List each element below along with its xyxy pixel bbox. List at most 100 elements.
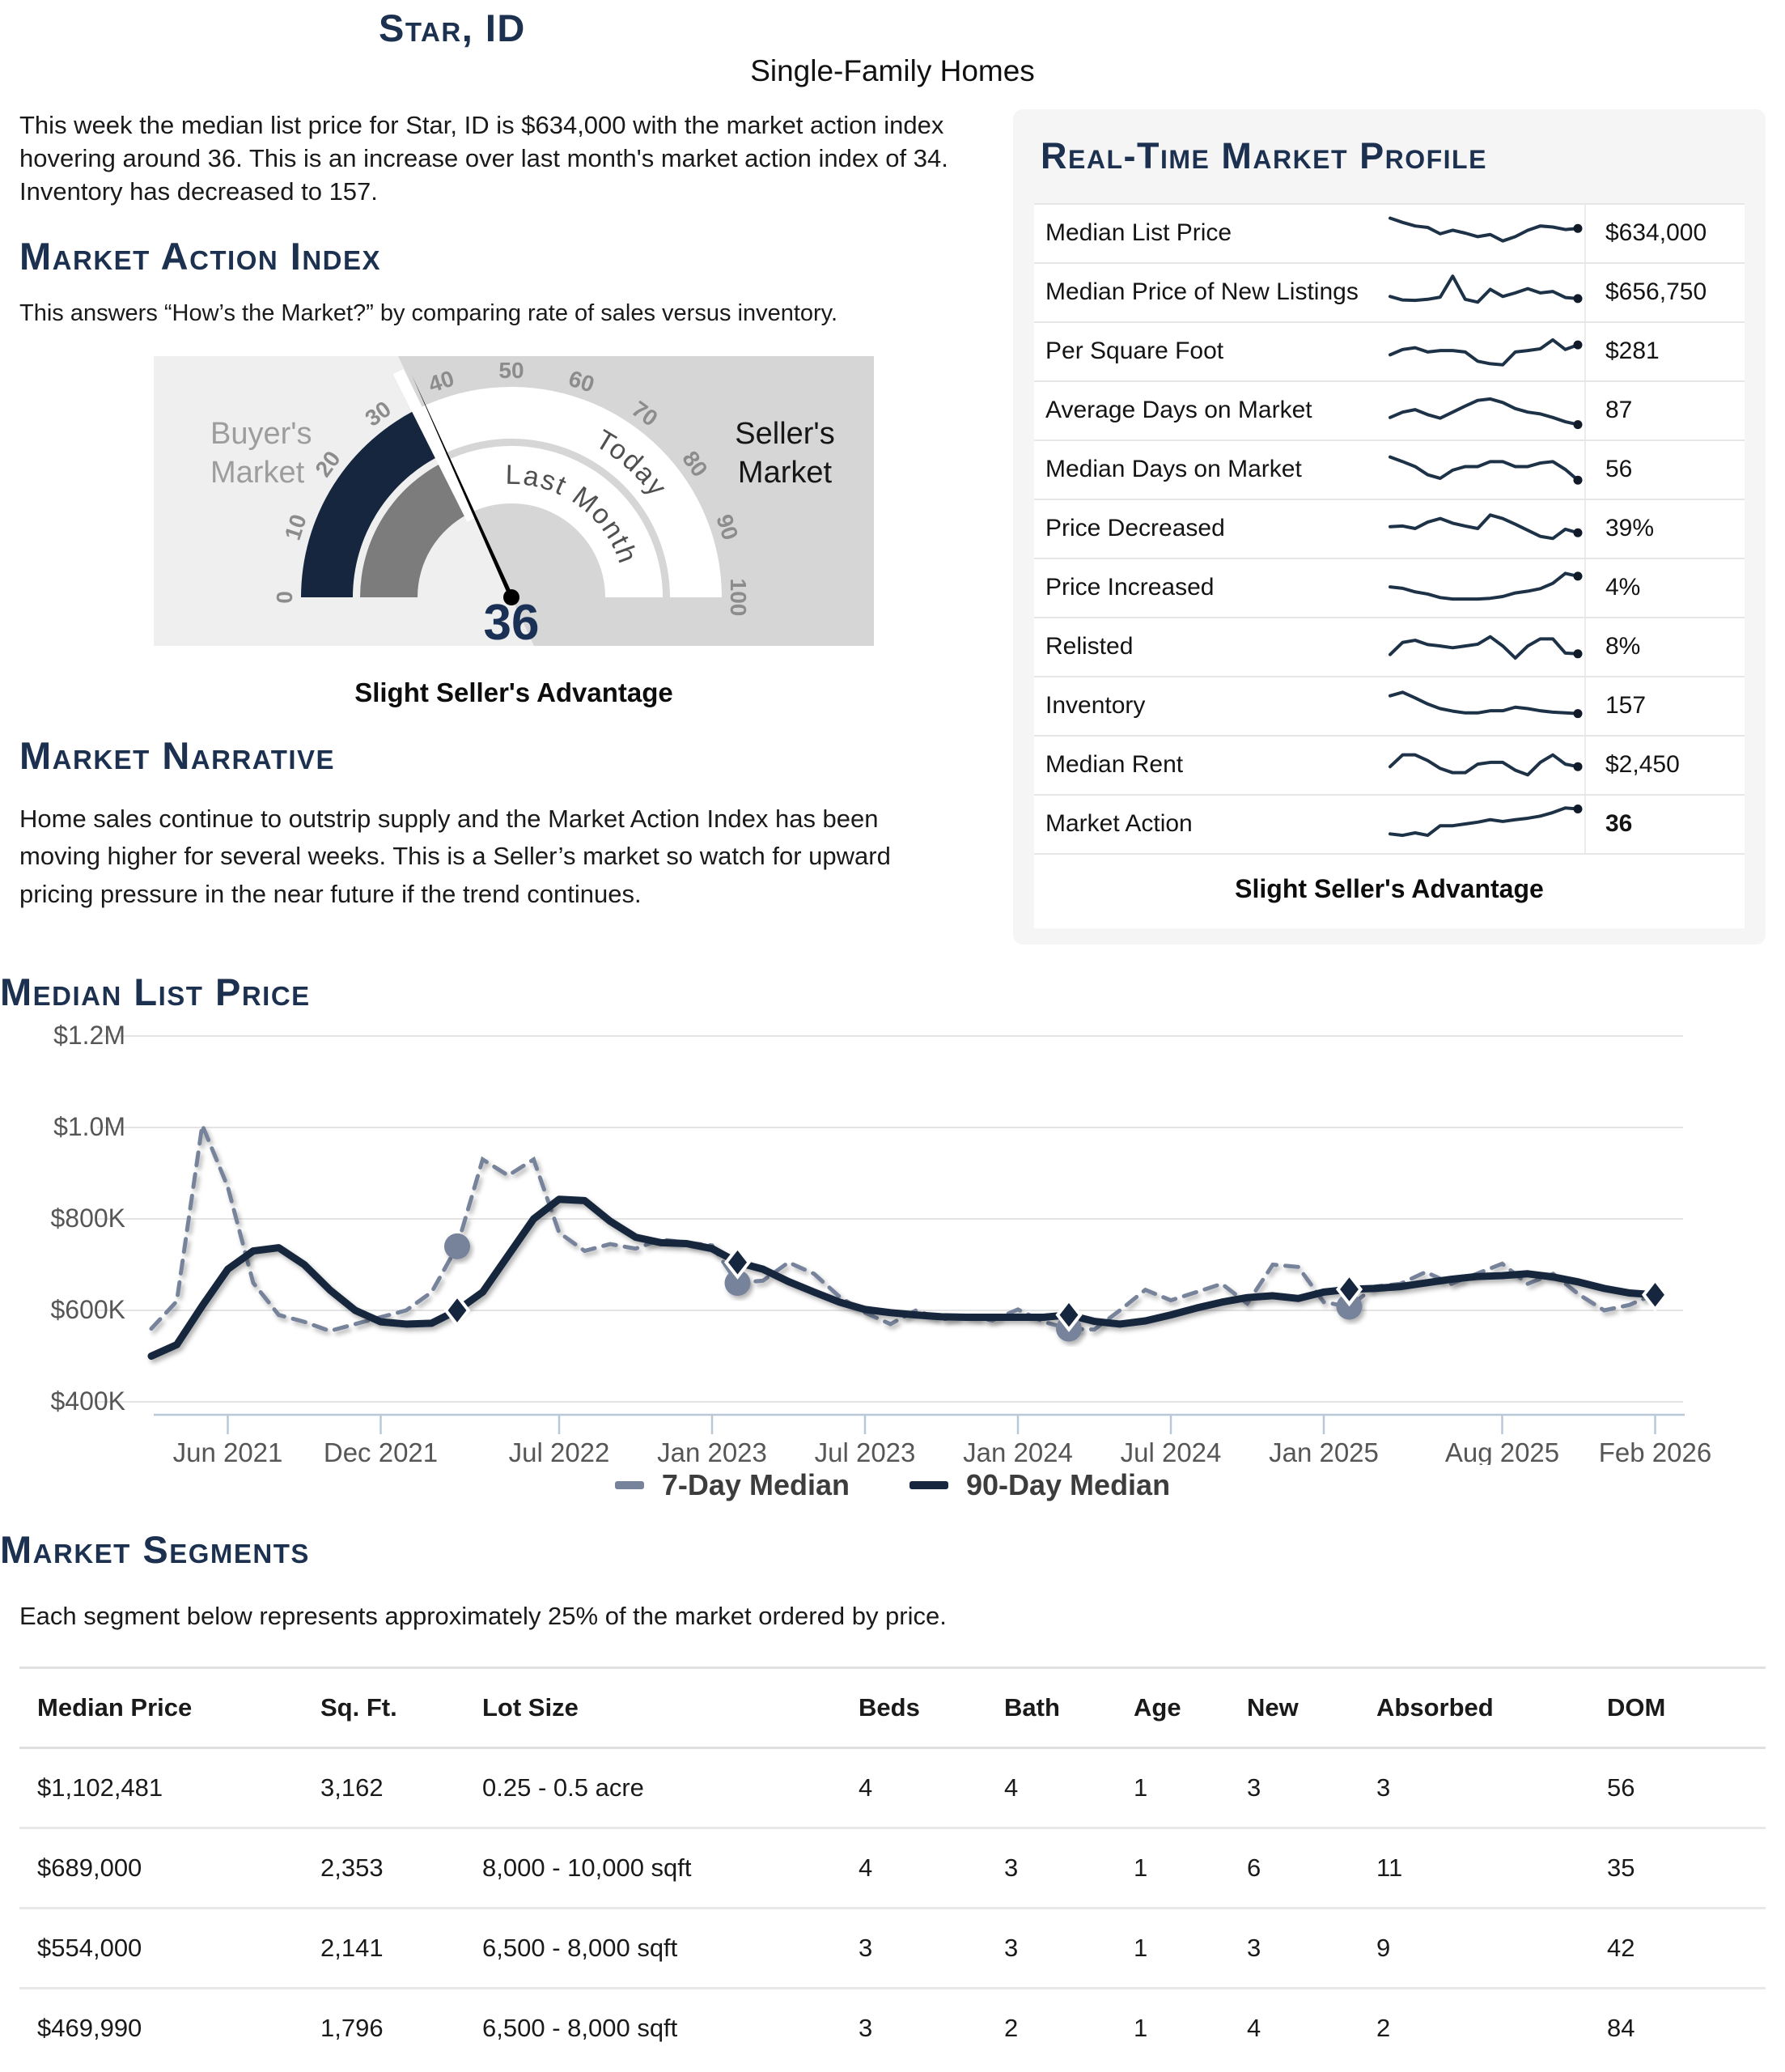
sparkline xyxy=(1389,216,1583,243)
table-cell: 6 xyxy=(1247,1853,1261,1883)
legend-item: 7-Day Median xyxy=(614,1467,850,1502)
profile-row-label: Market Action xyxy=(1045,810,1193,838)
table-cell: 3 xyxy=(1004,1853,1019,1883)
series-7-day-median xyxy=(149,1117,1657,1333)
table-cell: 9 xyxy=(1376,1934,1391,1963)
legend-label: 7-Day Median xyxy=(661,1467,850,1501)
gauge-tick-label: 0 xyxy=(272,592,297,605)
table-row: $469,990 1,796 6,500 - 8,000 sqft 3 2 1 4 2 84 xyxy=(19,1989,1766,2067)
table-cell: 3 xyxy=(1376,1773,1391,1802)
table-cell: 3 xyxy=(1247,1773,1261,1802)
x-axis-tick-label: Jan 2025 xyxy=(1269,1437,1379,1465)
profile-row-value: 39% xyxy=(1584,499,1745,558)
y-axis-tick-label: $1.0M xyxy=(53,1112,125,1141)
gauge-needle xyxy=(412,376,511,592)
table-header-cell: Lot Size xyxy=(482,1693,579,1722)
gauge-tick-label: 50 xyxy=(498,358,524,383)
ninety-day-marker xyxy=(723,1245,752,1280)
table-cell: $554,000 xyxy=(37,1934,142,1963)
table-cell: 1 xyxy=(1134,2014,1148,2043)
page-title: Star, ID xyxy=(379,6,526,49)
sparkline xyxy=(1389,274,1583,304)
x-axis-tick-label: Jan 2023 xyxy=(657,1437,767,1465)
median-list-price-heading: Median List Price xyxy=(0,970,311,1013)
profile-row-value: 87 xyxy=(1584,381,1745,439)
legend-label: 90-Day Median xyxy=(965,1467,1171,1501)
sparkline xyxy=(1389,397,1583,430)
sparkline xyxy=(1389,513,1583,541)
market-profile-heading: Real-Time Market Profile xyxy=(1041,135,1487,177)
market-profile-footer: Slight Seller's Advantage xyxy=(1034,854,1745,928)
profile-row-value: 157 xyxy=(1584,677,1745,735)
sparkline xyxy=(1389,571,1583,601)
ninety-day-marker xyxy=(1055,1297,1083,1332)
sparkline xyxy=(1389,805,1583,838)
profile-row: Relisted 8% xyxy=(1034,618,1745,677)
gauge-buyers-market-label: Buyer's Market xyxy=(210,417,312,490)
table-cell: 2 xyxy=(1376,2014,1391,2043)
profile-row-value: $656,750 xyxy=(1584,263,1745,321)
profile-row: Median Rent $2,450 xyxy=(1034,736,1745,796)
profile-row-label: Relisted xyxy=(1045,633,1134,660)
table-cell: 3 xyxy=(859,1934,873,1963)
x-axis-tick-label: Jun 2021 xyxy=(173,1437,283,1465)
table-cell: 2,141 xyxy=(320,1934,384,1963)
table-cell: 6,500 - 8,000 sqft xyxy=(482,1934,678,1963)
ninety-day-marker xyxy=(1335,1272,1363,1307)
market-action-index-heading: Market Action Index xyxy=(19,235,382,278)
table-cell: 4 xyxy=(1247,2014,1261,2043)
table-cell: 1,796 xyxy=(320,2014,384,2043)
profile-row: Market Action 36 xyxy=(1034,795,1745,855)
y-axis-tick-label: $1.2M xyxy=(53,1021,125,1050)
table-cell: 8,000 - 10,000 sqft xyxy=(482,1853,692,1883)
gauge-value: 36 xyxy=(484,595,540,646)
market-profile-rows: Median List Price $634,000 Median Price of… xyxy=(1034,202,1745,855)
ninety-day-marker xyxy=(1641,1277,1669,1312)
right-column: Real-Time Market Profile Median List Pri… xyxy=(1013,109,1766,945)
profile-row: Inventory 157 xyxy=(1034,677,1745,737)
legend-item: 90-Day Median xyxy=(909,1468,1170,1502)
profile-row-value: $281 xyxy=(1584,322,1745,380)
sparkline xyxy=(1389,338,1583,367)
x-axis-tick-label: Feb 2026 xyxy=(1599,1437,1711,1465)
x-axis-tick-label: Jul 2022 xyxy=(509,1437,610,1465)
legend-swatch xyxy=(614,1480,644,1489)
top-columns: This week the median list price for Star… xyxy=(0,109,1785,945)
profile-row: Median Price of New Listings $656,750 xyxy=(1034,263,1745,323)
series-90-day-median xyxy=(147,1195,1659,1360)
profile-row-value: $2,450 xyxy=(1584,736,1745,794)
table-cell: 0.25 - 0.5 acre xyxy=(482,1773,644,1802)
profile-row-value: 36 xyxy=(1584,795,1745,853)
table-cell: 2 xyxy=(1004,2014,1019,2043)
profile-row: Price Increased 4% xyxy=(1034,558,1745,618)
table-cell: $1,102,481 xyxy=(37,1773,163,1802)
intro-text: This week the median list price for Star… xyxy=(19,111,948,206)
profile-row-label: Price Increased xyxy=(1045,574,1215,601)
sparkline xyxy=(1389,635,1583,660)
gauge-sellers-market-label: Seller's Market xyxy=(735,417,834,490)
table-cell: $469,990 xyxy=(37,2014,142,2043)
median-list-price-chart: $400K $600K $800K $1.0M $1.2M Jun 2021 Dec 202… xyxy=(50,1021,1711,1465)
table-header-cell: Age xyxy=(1134,1693,1181,1722)
table-cell: 1 xyxy=(1134,1773,1148,1802)
market-action-gauge: Last Month Today 0 10 20 30 40 50 60 70 80 90 100 Buy… xyxy=(154,356,874,651)
y-axis-tick-label: $800K xyxy=(50,1204,125,1233)
table-header-cell: Beds xyxy=(859,1693,920,1722)
profile-row: Average Days on Market 87 xyxy=(1034,381,1745,441)
gauge-caption: Slight Seller's Advantage xyxy=(354,677,673,708)
profile-row: Price Decreased 39% xyxy=(1034,499,1745,559)
table-header-cell: Absorbed xyxy=(1376,1693,1494,1722)
table-row: $1,102,481 3,162 0.25 - 0.5 acre 4 4 1 3 3 56 xyxy=(19,1749,1766,1830)
table-cell: 3 xyxy=(859,2014,873,2043)
table-cell: 56 xyxy=(1607,1773,1635,1802)
table-cell: 2,353 xyxy=(320,1853,384,1883)
table-cell: 3 xyxy=(1004,1934,1019,1963)
x-axis-tick-label: Jan 2024 xyxy=(963,1437,1073,1465)
profile-row-value: 56 xyxy=(1584,440,1745,499)
sparkline xyxy=(1389,455,1583,485)
market-segments-table: Median Price Sq. Ft. Lot Size Beds Bath Age Ne… xyxy=(19,1667,1766,2067)
table-header-cell: Median Price xyxy=(37,1693,193,1722)
table-cell: 35 xyxy=(1607,1853,1635,1883)
